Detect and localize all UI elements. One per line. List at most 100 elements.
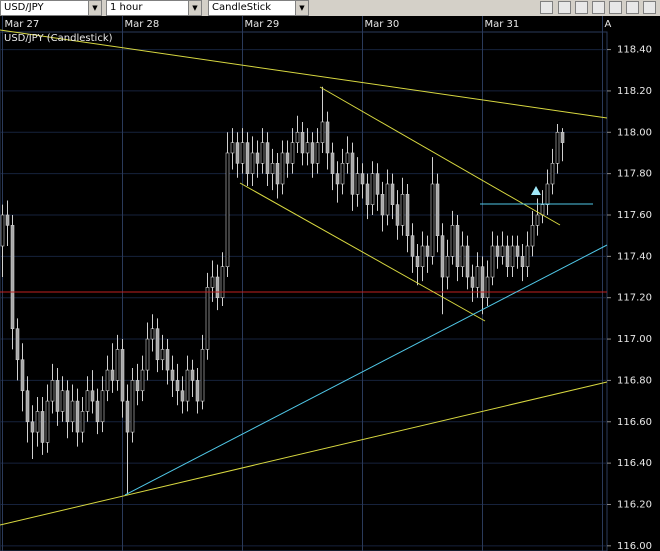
candle-body: [310, 142, 315, 164]
candle-body: [40, 411, 45, 443]
candle-body: [550, 163, 555, 185]
candle-body: [220, 266, 225, 299]
candle-body: [330, 152, 335, 174]
candle-body: [210, 276, 215, 288]
candle-body: [180, 390, 185, 402]
y-tick-label: 118.00: [617, 127, 652, 138]
candle-body: [215, 276, 220, 299]
drawings: [0, 29, 608, 526]
candle-body: [55, 380, 60, 412]
tool-pen[interactable]: [575, 1, 588, 14]
symbol-text: USD/JPY: [4, 2, 44, 13]
candle-body: [85, 390, 90, 412]
candle-body: [255, 152, 260, 164]
candle-body: [440, 235, 445, 278]
candle-body: [120, 349, 125, 402]
tool-zoom-in[interactable]: [592, 1, 605, 14]
candle-body: [285, 152, 290, 164]
candle-body: [340, 163, 345, 185]
candle-body: [305, 142, 310, 154]
x-tick-label: Mar 28: [125, 19, 160, 30]
x-tick-label: Mar 27: [5, 19, 40, 30]
chart: USD/JPY (Candlestick) 116.00 116.20 116.40…: [0, 16, 660, 551]
trend-line: [0, 29, 608, 119]
tool-chart[interactable]: [558, 1, 571, 14]
y-tick-label: 116.80: [617, 375, 652, 386]
candle-body: [260, 142, 265, 164]
candle-body: [430, 183, 435, 257]
candle-body: [345, 152, 350, 164]
candle-body: [325, 121, 330, 154]
candle-body: [275, 163, 280, 185]
candle-body: [335, 173, 340, 185]
candle-body: [155, 328, 160, 361]
symbol-select[interactable]: USD/JPY ▼: [0, 0, 102, 16]
tool-settings[interactable]: [626, 1, 639, 14]
dropdown-arrow[interactable]: ▼: [188, 1, 201, 15]
candle-body: [470, 276, 475, 288]
y-tick-label: 117.40: [617, 251, 652, 262]
trend-line: [239, 182, 486, 322]
candle-body: [245, 142, 250, 174]
candle-body: [70, 400, 75, 423]
candle-body: [320, 121, 325, 143]
candle-body: [380, 194, 385, 216]
candle-body: [45, 400, 50, 443]
candle-body: [350, 152, 355, 195]
dropdown-arrow[interactable]: ▼: [88, 1, 101, 15]
candle-body: [475, 266, 480, 288]
candle-body: [50, 380, 55, 402]
candle-body: [90, 390, 95, 402]
y-tick-label: 116.60: [617, 417, 652, 428]
candle-body: [360, 173, 365, 185]
candle-body: [445, 256, 450, 278]
chart-title: USD/JPY (Candlestick): [4, 33, 113, 44]
candle-body: [425, 245, 430, 257]
candle-body: [105, 369, 110, 392]
candle-body: [195, 380, 200, 402]
candle-body: [530, 225, 535, 247]
candle-body: [175, 380, 180, 392]
interval-select[interactable]: 1 hour ▼: [106, 0, 202, 16]
candle-body: [540, 204, 545, 216]
x-tick-label: Mar 30: [365, 19, 400, 30]
trend-line: [124, 244, 608, 496]
candle-body: [15, 328, 20, 361]
candle-body: [555, 131, 560, 164]
candle-body: [455, 225, 460, 267]
candle-body: [400, 194, 405, 226]
candle-body: [25, 390, 30, 423]
candle-body: [80, 411, 85, 433]
candle-body: [485, 276, 490, 299]
candle-body: [235, 142, 240, 164]
y-tick-label: 117.20: [617, 293, 652, 304]
candle-body: [435, 183, 440, 236]
tool-close[interactable]: [643, 1, 656, 14]
candle-body: [115, 349, 120, 381]
candle-body: [450, 225, 455, 257]
candle-body: [230, 142, 235, 154]
dropdown-arrow[interactable]: ▼: [295, 1, 308, 15]
candle-body: [535, 214, 540, 226]
trend-line: [0, 381, 608, 526]
candle-body: [375, 173, 380, 195]
candle-body: [200, 349, 205, 402]
candle-body: [240, 142, 245, 164]
y-tick-label: 116.00: [617, 541, 652, 551]
tool-line[interactable]: [540, 1, 553, 14]
y-tick-label: 118.40: [617, 45, 652, 56]
candle-body: [510, 245, 515, 267]
candle-body: [405, 194, 410, 236]
candle-body: [130, 380, 135, 433]
interval-text: 1 hour: [110, 2, 143, 13]
candle-body: [515, 245, 520, 257]
candle-body: [290, 142, 295, 164]
tool-zoom-out[interactable]: [609, 1, 622, 14]
style-select[interactable]: CandleStick ▼: [208, 0, 309, 16]
candle-body: [65, 390, 70, 423]
candle-body: [315, 142, 320, 164]
candle-body: [30, 421, 35, 433]
candle-body: [265, 142, 270, 174]
candle-body: [20, 359, 25, 392]
candle-body: [505, 245, 510, 267]
